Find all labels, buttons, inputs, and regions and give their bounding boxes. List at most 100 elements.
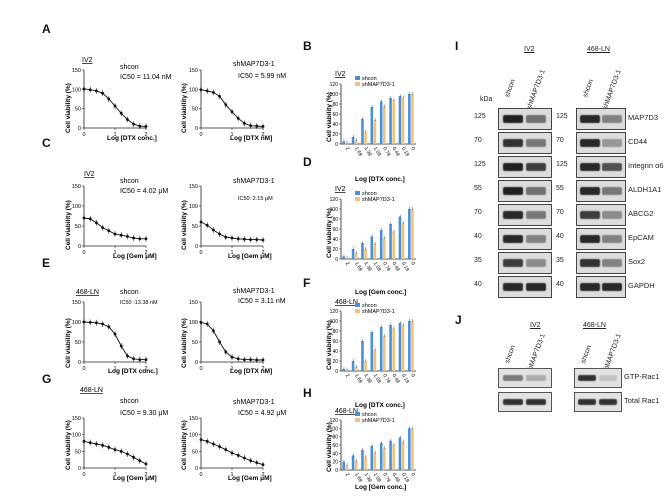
panel-g-left-ic50: IC50 = 9.30 μM [120, 410, 168, 417]
H-bar-shcon [351, 455, 355, 470]
panel-letter-c: C [42, 136, 51, 150]
H-ytick-label: 100 [330, 426, 339, 432]
F-legend-label-shcon: shcon [362, 303, 377, 309]
panel-d-ylabel: Cell viability (%) [326, 208, 333, 258]
H-bar-shmap7d3 [373, 452, 377, 470]
D-ytick-label: 20 [332, 247, 338, 253]
panel-f-cell-label: 468-LN [335, 299, 358, 306]
B-bar-shmap7d3 [345, 142, 349, 144]
G-left-ytick-label: 150 [72, 416, 81, 422]
A-right-xtick-label: 1 [230, 132, 233, 138]
panel-g-left-condition: shcon [120, 398, 139, 405]
blot-i-mw-marker: 55 [474, 185, 482, 192]
blot-i-protein-label: Integrin α6 [628, 161, 664, 170]
panel-e-left-xlabel: Log [DTX conc.] [108, 368, 158, 375]
panel-d-xlabel: Log [Gem conc.] [355, 289, 406, 296]
F-xtick-label: 0 [409, 373, 416, 379]
blot-i-mw-marker: 125 [556, 161, 568, 168]
blot-band [503, 139, 523, 147]
H-xtick-label: 1.39 [363, 472, 373, 484]
D-bar-shcon [408, 209, 411, 259]
F-xtick-label: 0.79 [381, 373, 391, 385]
C-left-xtick-label: 1 [113, 250, 116, 256]
blot-band [503, 375, 523, 381]
blot-band [503, 115, 523, 123]
D-bar-shcon [379, 230, 383, 259]
D-bar-shmap7d3 [364, 249, 367, 259]
H-bar-shmap7d3 [345, 465, 349, 470]
blot-band [602, 115, 622, 123]
panel-a-right-ic50: IC50 = 5.99 nM [238, 73, 286, 80]
F-ytick-label: 80 [332, 329, 338, 335]
H-ytick-label: 80 [332, 435, 338, 441]
blot-j-membrane-iv2 [498, 368, 552, 388]
B-xtick-label: 0.79 [381, 146, 391, 158]
C-left-ytick-label: 150 [72, 184, 81, 190]
blot-i-row: 70 70 ABCG2 [470, 204, 665, 226]
B-bar-shcon [351, 137, 355, 144]
blot-band [602, 259, 622, 267]
A-left-xtick-label: 1 [113, 132, 116, 138]
H-bar-shmap7d3 [411, 428, 414, 470]
blot-i-cell1: IV2 [524, 46, 535, 53]
B-bar-shmap7d3 [392, 100, 395, 144]
panel-c-right-ic50: IC50: 2.15 μM [238, 196, 273, 202]
panel-letter-f: F [303, 276, 311, 290]
blot-i-row: 125 125 Integrin α6 [470, 156, 665, 178]
blot-band [602, 283, 622, 291]
blot-i-membrane-iv2 [498, 228, 552, 250]
blot-band [580, 139, 600, 147]
A-left-ytick-label: 100 [72, 87, 81, 93]
D-bar-shcon [370, 236, 374, 259]
B-ytick-label: 80 [332, 102, 338, 108]
blot-band [580, 163, 600, 171]
panel-c-cell-label: IV2 [84, 171, 95, 178]
F-bar-shcon [370, 332, 374, 371]
panel-e-right-ic50: IC50 = 3.11 nM [238, 298, 286, 305]
E-left-xtick-label: 1 [113, 366, 116, 372]
blot-band [503, 259, 523, 267]
E-right-xtick-label: 1 [230, 366, 233, 372]
H-xtick-label: 0.19 [400, 472, 410, 484]
A-right-fit-curve [200, 89, 264, 127]
E-left-ytick-label: 0 [78, 360, 81, 366]
D-bar-shcon [342, 256, 345, 259]
B-legend-label-shcon: shcon [362, 76, 377, 82]
H-legend-label-shmap7d3: shMAP7D3-1 [362, 418, 395, 424]
H-legend-label-shcon: shcon [362, 412, 377, 418]
B-bar-shcon [342, 141, 345, 144]
blot-band [602, 139, 622, 147]
C-left-ytick-label: 100 [72, 204, 81, 210]
blot-i-mw-marker: 125 [474, 161, 486, 168]
blot-band [503, 211, 523, 219]
panel-c-left-ic50: IC50 = 4.02 μM [120, 188, 168, 195]
B-xtick-label: 0.49 [391, 146, 401, 158]
panel-g-left-xlabel: Log [Gem μM] [113, 475, 157, 482]
F-xtick-label: 1.69 [353, 373, 363, 385]
D-xtick-label: 0.49 [391, 261, 401, 273]
blot-j-cell2: 468-LN [583, 322, 606, 329]
blot-i-membrane-468ln [576, 108, 626, 130]
panel-a-left-ylabel: Cell viability (%) [65, 83, 72, 133]
H-legend-swatch-shmap7d3 [355, 418, 360, 422]
blot-j-membrane-468ln [574, 368, 622, 388]
A-left-ytick-label: 50 [75, 107, 81, 113]
D-bar-shmap7d3 [345, 257, 349, 259]
blot-band [580, 283, 600, 291]
A-right-ytick-label: 150 [189, 68, 198, 74]
blot-i-mw-marker: 40 [474, 281, 482, 288]
B-bar-shmap7d3 [373, 120, 377, 144]
F-xtick-label: 0.49 [391, 373, 401, 385]
D-xtick-label: 1.39 [363, 261, 373, 273]
blot-band [526, 259, 546, 267]
D-bar-shcon [398, 216, 402, 259]
B-legend-label-shmap7d3: shMAP7D3-1 [362, 82, 395, 88]
blot-band [599, 399, 617, 405]
blot-i-lane2-b: shMAP7D3-1 [602, 68, 623, 111]
D-ytick-label: 80 [332, 217, 338, 223]
blot-band [526, 163, 546, 171]
F-bar-shmap7d3 [401, 325, 405, 371]
F-bar-shcon [398, 323, 402, 371]
panel-h-ylabel: Cell viability (%) [326, 422, 333, 472]
blot-i-row: 70 70 CD44 [470, 132, 665, 154]
